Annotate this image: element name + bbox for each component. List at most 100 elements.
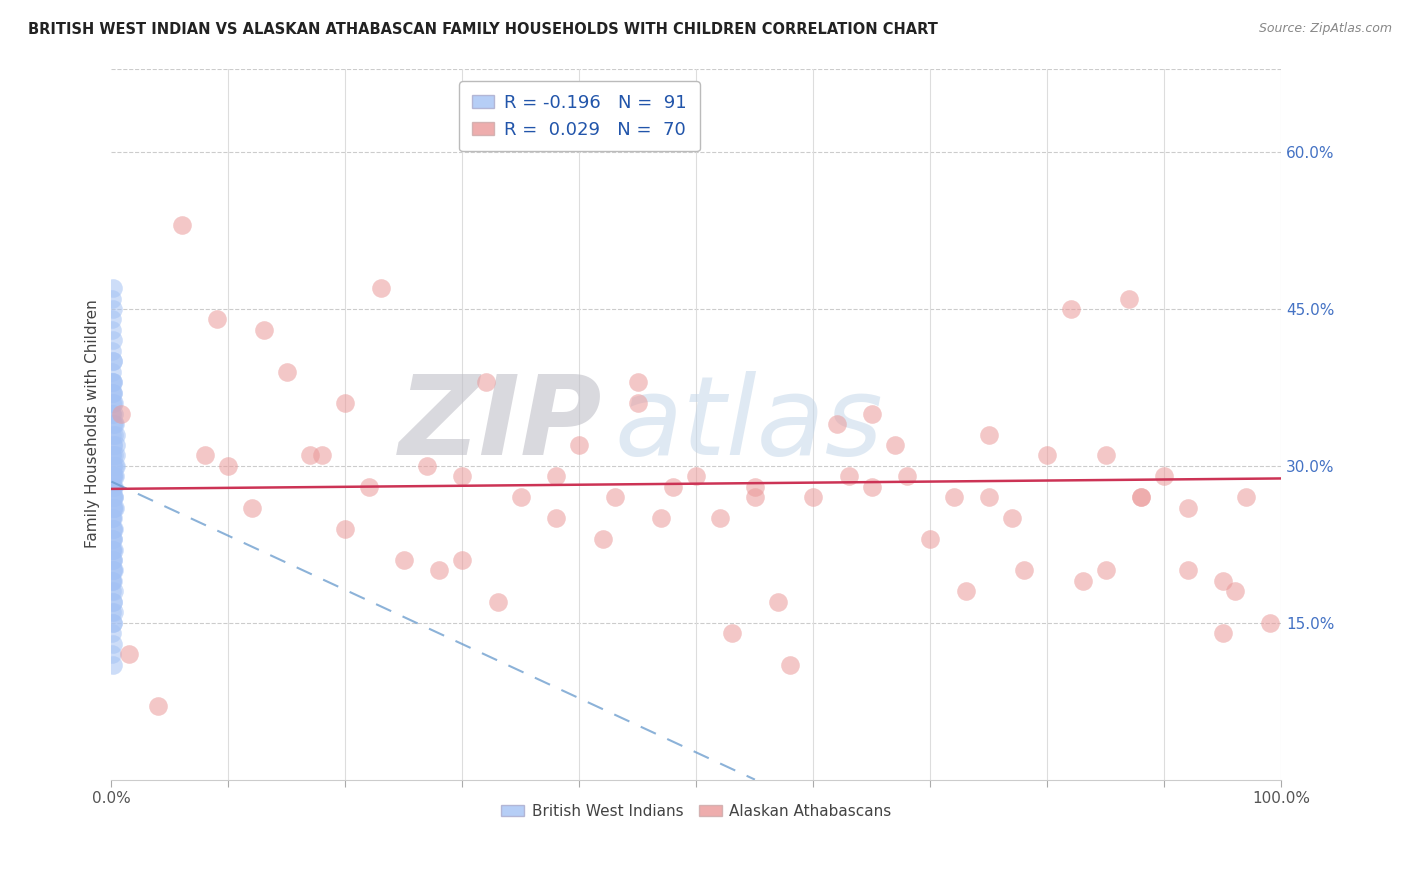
- Point: [101, 511, 124, 525]
- Point: [101, 292, 124, 306]
- Point: [103, 522, 125, 536]
- Point: [110, 407, 132, 421]
- Point: [475, 376, 498, 390]
- Point: [104, 449, 127, 463]
- Point: [101, 574, 124, 588]
- Point: [101, 637, 124, 651]
- Point: [103, 427, 125, 442]
- Point: [744, 490, 766, 504]
- Point: [104, 469, 127, 483]
- Point: [1177, 564, 1199, 578]
- Point: [1212, 574, 1234, 588]
- Point: [101, 511, 124, 525]
- Point: [101, 458, 124, 473]
- Point: [860, 480, 883, 494]
- Point: [103, 542, 125, 557]
- Point: [101, 532, 124, 546]
- Point: [101, 657, 124, 672]
- Point: [860, 407, 883, 421]
- Point: [101, 564, 124, 578]
- Point: [104, 500, 127, 515]
- Point: [103, 480, 125, 494]
- Point: [1071, 574, 1094, 588]
- Point: [101, 365, 124, 379]
- Point: [1095, 449, 1118, 463]
- Point: [768, 595, 790, 609]
- Point: [101, 385, 124, 400]
- Point: [920, 532, 942, 546]
- Point: [148, 699, 170, 714]
- Point: [650, 511, 672, 525]
- Point: [1001, 511, 1024, 525]
- Point: [955, 584, 977, 599]
- Point: [1095, 564, 1118, 578]
- Point: [709, 511, 731, 525]
- Point: [416, 458, 439, 473]
- Point: [357, 480, 380, 494]
- Point: [103, 396, 125, 410]
- Point: [896, 469, 918, 483]
- Point: [101, 376, 124, 390]
- Point: [101, 343, 124, 358]
- Point: [252, 323, 274, 337]
- Point: [101, 522, 124, 536]
- Point: [101, 605, 124, 619]
- Point: [101, 354, 124, 368]
- Point: [779, 657, 801, 672]
- Point: [101, 626, 124, 640]
- Point: [627, 396, 650, 410]
- Y-axis label: Family Households with Children: Family Households with Children: [86, 300, 100, 549]
- Point: [105, 458, 128, 473]
- Point: [101, 281, 124, 295]
- Point: [101, 490, 124, 504]
- Point: [104, 427, 127, 442]
- Point: [101, 574, 124, 588]
- Point: [101, 354, 124, 368]
- Point: [101, 584, 124, 599]
- Point: [101, 376, 124, 390]
- Point: [103, 490, 125, 504]
- Point: [101, 480, 124, 494]
- Point: [1177, 500, 1199, 515]
- Point: [101, 438, 124, 452]
- Point: [205, 312, 228, 326]
- Point: [101, 542, 124, 557]
- Point: [101, 323, 124, 337]
- Point: [1036, 449, 1059, 463]
- Point: [370, 281, 392, 295]
- Point: [101, 574, 124, 588]
- Point: [101, 490, 124, 504]
- Point: [103, 449, 125, 463]
- Point: [101, 407, 124, 421]
- Point: [101, 396, 124, 410]
- Point: [101, 615, 124, 630]
- Point: [544, 511, 567, 525]
- Point: [1060, 301, 1083, 316]
- Point: [592, 532, 614, 546]
- Point: [1130, 490, 1153, 504]
- Point: [276, 365, 298, 379]
- Point: [486, 595, 509, 609]
- Point: [103, 469, 125, 483]
- Point: [104, 417, 127, 431]
- Point: [977, 490, 1000, 504]
- Point: [101, 532, 124, 546]
- Point: [101, 564, 124, 578]
- Point: [101, 407, 124, 421]
- Point: [101, 469, 124, 483]
- Point: [101, 396, 124, 410]
- Point: [101, 438, 124, 452]
- Point: [101, 595, 124, 609]
- Text: ZIP: ZIP: [399, 370, 603, 477]
- Point: [101, 334, 124, 348]
- Point: [1118, 292, 1140, 306]
- Point: [101, 500, 124, 515]
- Point: [101, 385, 124, 400]
- Point: [101, 469, 124, 483]
- Point: [101, 449, 124, 463]
- Point: [194, 449, 217, 463]
- Point: [103, 490, 125, 504]
- Point: [101, 449, 124, 463]
- Point: [101, 500, 124, 515]
- Point: [101, 427, 124, 442]
